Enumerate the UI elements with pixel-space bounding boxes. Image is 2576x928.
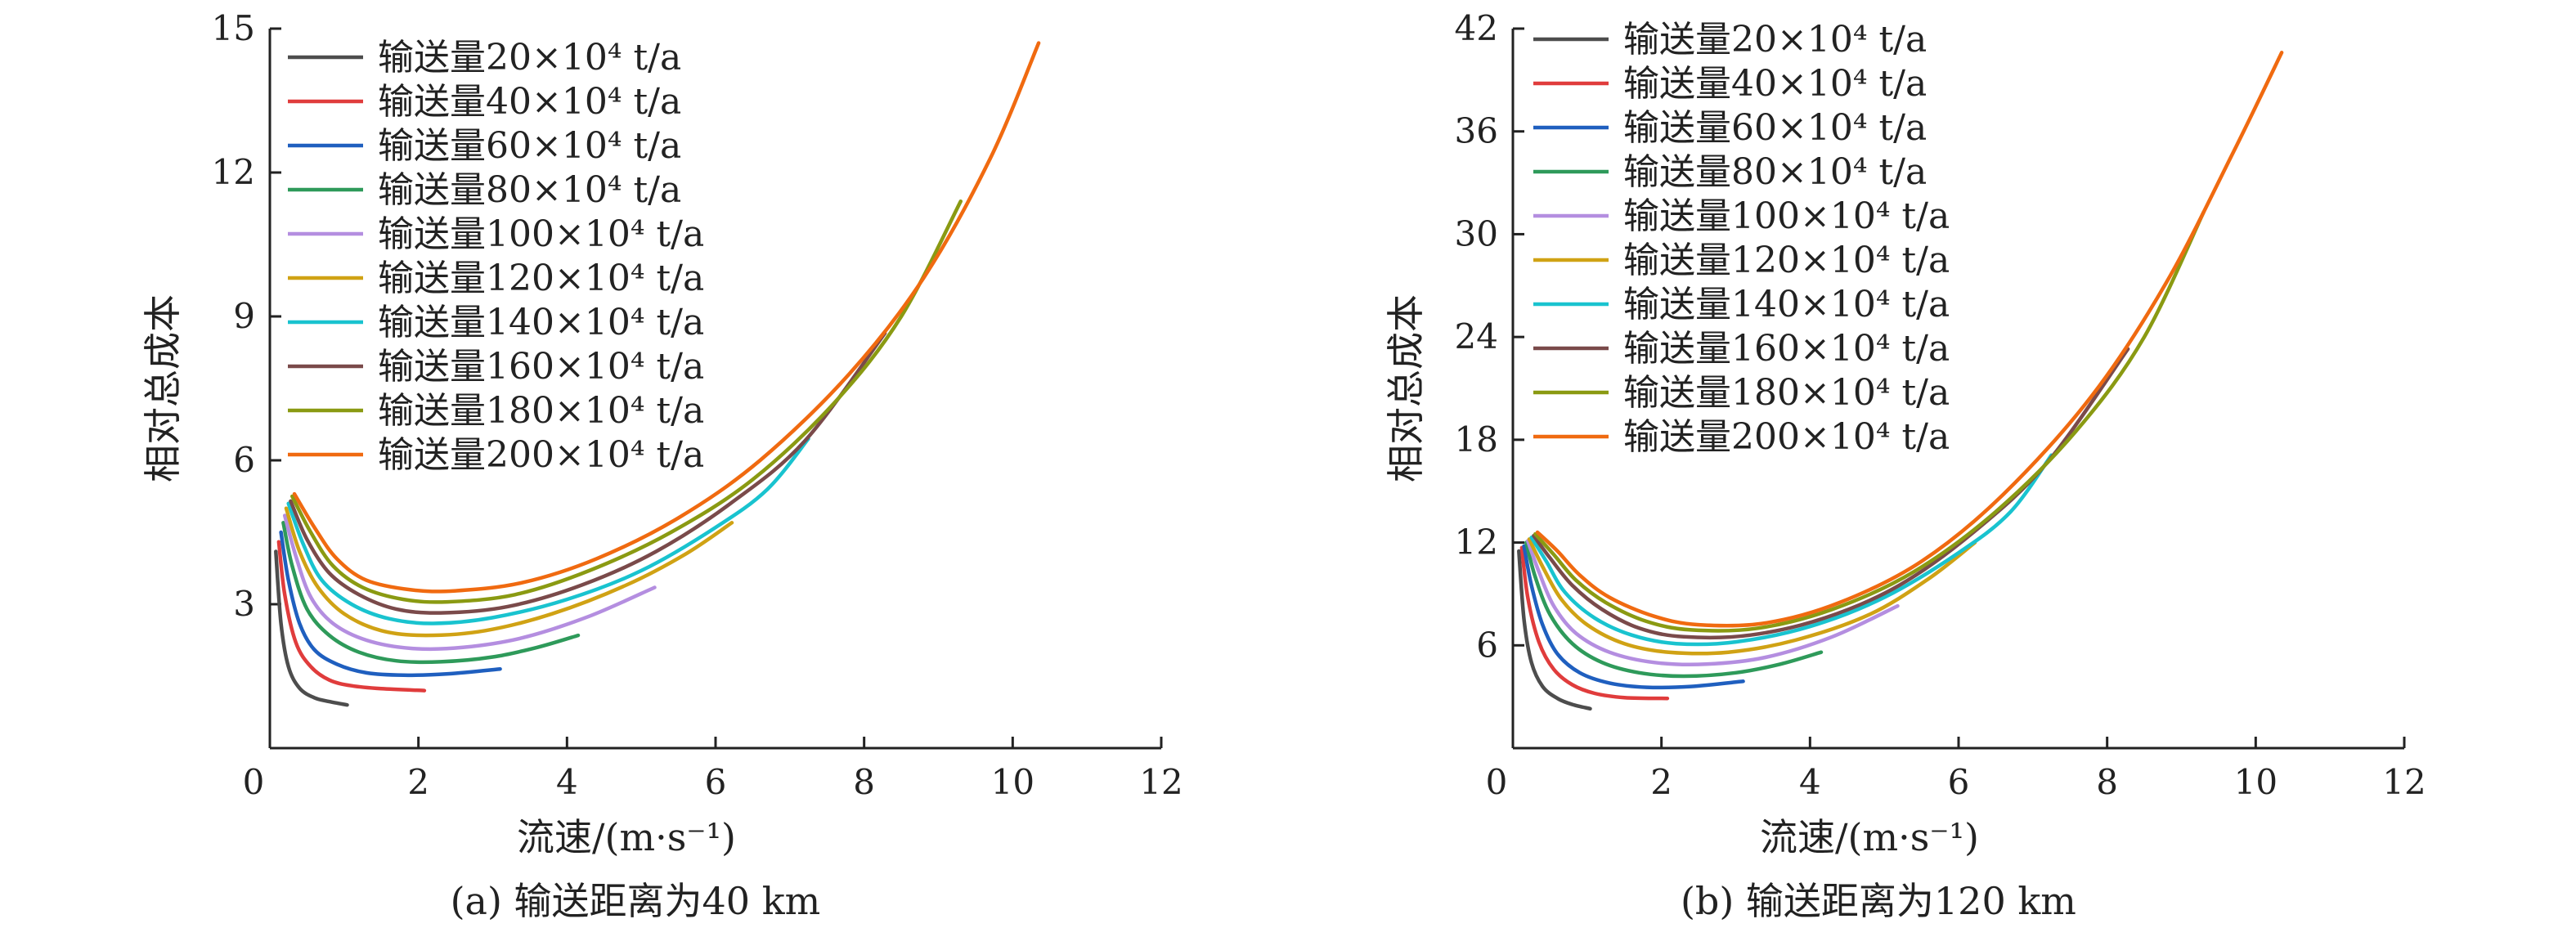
x-axis-label: 流速/(m·s⁻¹) — [517, 815, 736, 859]
y-tick-label: 18 — [1455, 419, 1498, 460]
series-line-5 — [282, 513, 657, 652]
legend-label: 输送量160×10⁴ t/a — [1623, 328, 1950, 370]
chart-a: 0 2 4 6 8 10 12 3 6 9 12 15 流速/(m·s⁻¹) 相对总成本 (a) 输送距离为… — [141, 8, 1183, 923]
legend-label: 输送量40×10⁴ t/a — [378, 81, 681, 123]
series-line-10 — [1535, 51, 2284, 628]
y-axis-label: 相对总成本 — [1384, 294, 1428, 482]
legend-label: 输送量20×10⁴ t/a — [378, 37, 681, 78]
legend-label: 输送量160×10⁴ t/a — [378, 346, 704, 388]
series-line-3 — [1522, 544, 1745, 690]
legend-label: 输送量20×10⁴ t/a — [1623, 19, 1927, 61]
legend-label: 输送量140×10⁴ t/a — [378, 302, 704, 343]
x-tick-label: 2 — [1650, 762, 1672, 802]
series-line-7 — [286, 437, 810, 625]
series-line-6 — [1527, 537, 1977, 656]
legend-label: 输送量120×10⁴ t/a — [1623, 240, 1950, 281]
legend-label: 输送量200×10⁴ t/a — [1623, 416, 1950, 458]
y-axis-label: 相对总成本 — [141, 294, 185, 482]
y-tick-label: 42 — [1455, 8, 1498, 48]
legend-label: 输送量200×10⁴ t/a — [378, 434, 704, 476]
legend-label: 输送量100×10⁴ t/a — [1623, 195, 1950, 237]
x-tick-label: 10 — [2234, 762, 2278, 802]
y-tick-label: 24 — [1455, 316, 1498, 356]
legend-label: 输送量180×10⁴ t/a — [1623, 372, 1950, 414]
x-tick-label: 8 — [2096, 762, 2118, 802]
figure-caption: (b) 输送距离为120 km — [1681, 879, 2076, 923]
series-line-8 — [289, 331, 887, 615]
series-line-9 — [290, 199, 963, 604]
x-tick-label: 8 — [853, 762, 875, 802]
legend-label: 输送量120×10⁴ t/a — [378, 258, 704, 299]
x-tick-label: 0 — [1486, 762, 1508, 802]
legend-label: 输送量180×10⁴ t/a — [378, 390, 704, 432]
series-line-4 — [281, 521, 581, 665]
x-tick-label: 4 — [556, 762, 578, 802]
x-tick-label: 6 — [1948, 762, 1970, 802]
series-line-4 — [1524, 540, 1824, 679]
y-tick-label: 30 — [1455, 213, 1498, 253]
legend-label: 输送量100×10⁴ t/a — [378, 213, 704, 255]
legend-label: 输送量140×10⁴ t/a — [1623, 284, 1950, 325]
figure-caption: (a) 输送距离为40 km — [451, 879, 821, 923]
y-tick-label: 36 — [1455, 111, 1498, 151]
y-tick-label: 12 — [1455, 522, 1498, 563]
legend-label: 输送量60×10⁴ t/a — [378, 125, 681, 167]
legend-label: 输送量80×10⁴ t/a — [1623, 151, 1927, 193]
series-line-9 — [1533, 209, 2206, 633]
series-line-2 — [1519, 545, 1670, 701]
series-line-3 — [279, 530, 502, 678]
series-line-10 — [292, 41, 1041, 594]
series-line-5 — [1525, 539, 1900, 667]
legend-label: 输送量80×10⁴ t/a — [378, 169, 681, 211]
series-line-6 — [284, 506, 734, 638]
series-line-7 — [1529, 453, 2053, 647]
x-axis-label: 流速/(m·s⁻¹) — [1760, 815, 1979, 859]
y-tick-label: 12 — [212, 152, 255, 192]
legend-label: 输送量60×10⁴ t/a — [1623, 107, 1927, 149]
y-tick-label: 9 — [233, 296, 255, 336]
chart-b: 0 2 4 6 8 10 126121824303642流速/(m·s⁻¹)相对总成本(b)… — [1384, 8, 2426, 923]
x-tick-label: 12 — [2382, 762, 2426, 802]
x-tick-label: 12 — [1139, 762, 1183, 802]
x-tick-label: 10 — [991, 762, 1034, 802]
legend-label: 输送量40×10⁴ t/a — [1623, 63, 1927, 105]
series-line-1 — [274, 549, 349, 707]
x-tick-label: 0 — [243, 762, 265, 802]
x-tick-label: 6 — [705, 762, 727, 802]
y-tick-label: 15 — [212, 8, 255, 48]
y-tick-label: 6 — [1476, 625, 1498, 665]
series-line-2 — [276, 540, 427, 693]
series-line-1 — [1517, 549, 1592, 711]
y-tick-label: 3 — [233, 584, 255, 624]
y-tick-label: 6 — [233, 440, 255, 480]
x-tick-label: 4 — [1799, 762, 1821, 802]
x-tick-label: 2 — [407, 762, 429, 802]
